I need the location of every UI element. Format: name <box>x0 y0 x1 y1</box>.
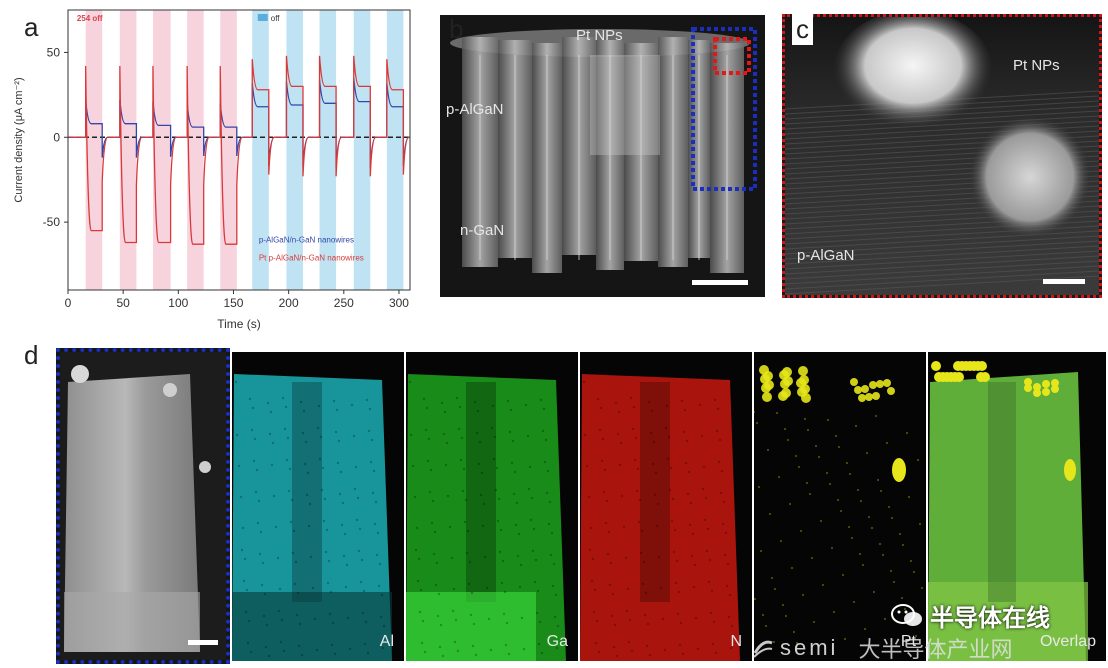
pt-nanoparticle-1 <box>833 17 993 134</box>
pt-map-label: Pt <box>900 633 916 650</box>
illumination-band-pink <box>187 10 204 290</box>
illumination-band-blue <box>286 10 303 290</box>
y-tick-label: 0 <box>53 130 60 144</box>
wechat-watermark: 半导体在线 <box>890 598 1050 633</box>
haadf-map <box>56 348 230 664</box>
y-axis-label: Current density (μA cm⁻²) <box>13 77 25 202</box>
semi-watermark: semi 大半导体产业网 <box>752 632 1012 664</box>
illumination-band-blue <box>386 10 404 290</box>
n-map-label: N <box>730 633 742 650</box>
label-p-algan-c: p-AlGaN <box>797 247 855 264</box>
illumination-band-blue <box>252 10 269 290</box>
scale-bar-b <box>692 280 748 285</box>
overlap-map: Overlap <box>928 352 1106 661</box>
semi-watermark-text: semi <box>780 635 839 660</box>
nanowire-array-image <box>440 15 765 297</box>
label-pt-nps-b: Pt NPs <box>576 27 623 44</box>
pt-nanoparticle-2 <box>968 115 1092 239</box>
series-legend-0: p-AlGaN/n-GaN nanowires <box>259 235 354 244</box>
label-p-algan-b: p-AlGaN <box>446 101 504 118</box>
panel-label-a: a <box>24 12 39 42</box>
hrtem-image: Pt NPs p-AlGaN <box>782 14 1102 298</box>
semi-logo-icon <box>752 637 774 659</box>
hrtem-lattice-image <box>785 17 1099 295</box>
legend-pink-phase: 254 off <box>77 14 103 23</box>
ga-map: Ga <box>406 352 578 661</box>
x-tick-label: 250 <box>334 296 354 310</box>
current-density-chart: 0 50 100 150 200 250 300 -50 0 50 Time (s) Current … <box>13 9 411 331</box>
x-tick-label: 0 <box>65 296 72 310</box>
scale-bar-c <box>1043 279 1085 284</box>
y-tick-label: 50 <box>47 45 61 59</box>
series-legend-1: Pt p-AlGaN/n-GaN nanowires <box>259 253 364 262</box>
panel-label-d: d <box>24 340 39 370</box>
overlap-map-label: Overlap <box>1039 633 1096 650</box>
illumination-band-pink <box>85 10 103 290</box>
x-tick-label: 150 <box>223 296 243 310</box>
y-tick-label: -50 <box>43 215 61 229</box>
red-roi-box <box>713 37 751 75</box>
illumination-band-pink <box>152 10 171 290</box>
x-tick-label: 200 <box>279 296 299 310</box>
al-map-label: Al <box>379 633 394 650</box>
pt-map: Pt <box>754 352 926 661</box>
panel-label-c: c <box>792 14 813 45</box>
wechat-icon <box>890 603 924 629</box>
n-map: N <box>580 352 752 661</box>
illumination-band-pink <box>119 10 137 290</box>
label-n-gan-b: n-GaN <box>460 222 505 239</box>
label-pt-nps-c: Pt NPs <box>1013 57 1060 74</box>
x-axis-label: Time (s) <box>217 317 261 331</box>
al-map: Al <box>232 352 404 661</box>
panel-label-b: b <box>449 14 464 44</box>
x-tick-label: 50 <box>116 296 130 310</box>
blue-roi-box <box>691 27 757 191</box>
series-line-1 <box>68 55 410 245</box>
illumination-band-pink <box>220 10 237 290</box>
scale-bar-d <box>188 640 218 645</box>
wechat-watermark-text: 半导体在线 <box>930 605 1050 632</box>
ga-map-label: Ga <box>546 633 568 650</box>
sem-image-nanowires: Pt NPs p-AlGaN n-GaN <box>440 15 765 297</box>
x-tick-label: 300 <box>389 296 409 310</box>
legend-blue-phase: off <box>271 14 281 23</box>
x-tick-label: 100 <box>168 296 188 310</box>
chinese-watermark-text: 大半导体产业网 <box>858 637 1013 662</box>
illumination-band-blue <box>319 10 337 290</box>
illumination-band-blue <box>353 10 371 290</box>
